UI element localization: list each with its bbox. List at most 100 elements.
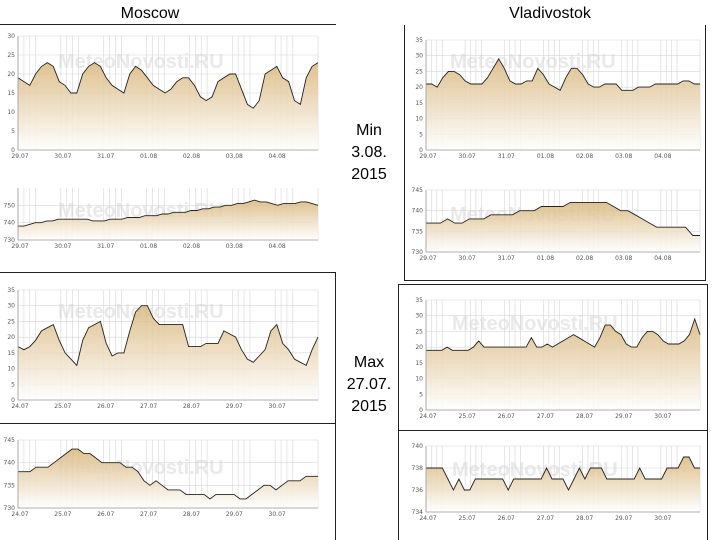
- y-tick-label: 15: [7, 90, 15, 97]
- x-tick-label: 24.07: [11, 511, 28, 518]
- watermark-text: MeteoNovosti.RU: [450, 51, 616, 73]
- y-tick-label: 20: [7, 71, 15, 78]
- x-tick-label: 02.08: [183, 243, 200, 250]
- y-tick-label: 20: [415, 84, 423, 91]
- right-frame-1-top: [404, 25, 405, 280]
- y-tick-label: 25: [7, 52, 15, 59]
- y-tick-label: 15: [415, 100, 423, 107]
- area-fill: [426, 318, 700, 410]
- right-frame-1-right: [705, 25, 706, 280]
- y-tick-label: 0: [11, 397, 15, 404]
- y-tick-label: 30: [415, 53, 423, 60]
- y-tick-label: 0: [419, 407, 423, 414]
- max-date-label: Max 27.07. 2015: [336, 352, 402, 418]
- min-label-title: Min: [356, 122, 382, 139]
- x-tick-label: 04.08: [269, 243, 286, 250]
- min-label-date: 3.08.: [351, 144, 387, 161]
- x-tick-label: 28.07: [576, 413, 593, 420]
- series-line: [426, 456, 700, 492]
- left-column-frame-right: [335, 272, 336, 540]
- right-frame-2-top: [398, 284, 708, 285]
- min-label-year: 2015: [351, 166, 387, 183]
- series-line: [17, 62, 319, 109]
- series-line: [426, 58, 700, 91]
- x-tick-label: 28.07: [576, 515, 593, 522]
- x-tick-label: 04.08: [269, 153, 286, 160]
- left-column-frame-mid: [0, 423, 336, 424]
- x-tick-label: 30.07: [459, 153, 476, 160]
- y-tick-label: 734: [412, 509, 424, 516]
- area-fill: [18, 305, 318, 400]
- y-tick-label: 10: [7, 366, 15, 373]
- x-tick-label: 03.08: [615, 255, 632, 262]
- y-tick-label: 730: [412, 249, 424, 256]
- area-fill: [18, 62, 318, 150]
- y-tick-label: 10: [7, 109, 15, 116]
- y-tick-label: 35: [7, 287, 15, 294]
- y-tick-label: 740: [412, 208, 424, 215]
- x-tick-label: 29.07: [11, 153, 28, 160]
- y-tick-label: 20: [415, 344, 423, 351]
- x-tick-label: 31.07: [97, 243, 114, 250]
- y-tick-label: 740: [4, 460, 16, 467]
- x-tick-label: 26.07: [97, 403, 114, 410]
- chart-moscow-max-temperature: MeteoNovosti.RU0510152025303524.0725.072…: [7, 287, 319, 410]
- x-tick-label: 26.07: [498, 413, 515, 420]
- y-tick-label: 730: [4, 237, 16, 244]
- x-tick-label: 30.07: [54, 243, 71, 250]
- x-tick-label: 25.07: [54, 403, 71, 410]
- y-tick-label: 735: [4, 482, 16, 489]
- x-tick-label: 30.07: [269, 511, 286, 518]
- y-tick-label: 5: [419, 131, 423, 138]
- x-tick-label: 26.07: [97, 511, 114, 518]
- y-tick-label: 750: [4, 202, 16, 209]
- max-label-year: 2015: [351, 398, 387, 415]
- y-tick-label: 10: [415, 376, 423, 383]
- x-tick-label: 30.07: [654, 413, 671, 420]
- series-line: [426, 201, 700, 236]
- chart-vladivostok-max-temperature: MeteoNovosti.RU 0 5 10 15 20 25 30 35 24.07 25.07 2…: [415, 297, 701, 420]
- x-tick-label: 29.07: [11, 243, 28, 250]
- right-frame-1-bottom: [404, 280, 706, 281]
- x-tick-label: 04.08: [654, 255, 671, 262]
- y-tick-label: 5: [419, 391, 423, 398]
- x-tick-label: 03.08: [615, 153, 632, 160]
- moscow-header: Moscow: [120, 5, 180, 22]
- x-tick-label: 31.07: [498, 255, 515, 262]
- left-column-frame-divider: [0, 272, 336, 273]
- x-tick-label: 29.07: [419, 153, 436, 160]
- x-tick-label: 26.07: [498, 515, 515, 522]
- x-tick-label: 02.08: [183, 153, 200, 160]
- x-tick-label: 27.07: [537, 515, 554, 522]
- area-fill: [18, 200, 318, 240]
- x-tick-label: 01.08: [140, 243, 157, 250]
- y-tick-label: 735: [412, 228, 424, 235]
- y-tick-label: 745: [4, 437, 16, 444]
- y-tick-label: 25: [415, 68, 423, 75]
- x-tick-label: 29.07: [226, 511, 243, 518]
- x-tick-label: 25.07: [459, 515, 476, 522]
- y-tick-label: 5: [11, 381, 15, 388]
- area-fill: [426, 202, 700, 252]
- y-tick-label: 0: [11, 147, 15, 154]
- x-tick-label: 03.08: [226, 153, 243, 160]
- x-tick-label: 24.07: [419, 413, 436, 420]
- area-fill: [18, 449, 318, 508]
- y-tick-label: 25: [415, 328, 423, 335]
- min-date-label: Min 3.08. 2015: [336, 120, 402, 186]
- x-tick-label: 01.08: [537, 153, 554, 160]
- y-tick-label: 0: [419, 147, 423, 154]
- x-tick-label: 30.07: [654, 515, 671, 522]
- y-tick-label: 745: [412, 187, 424, 194]
- right-frame-2-right: [707, 284, 708, 540]
- x-tick-label: 30.07: [459, 255, 476, 262]
- max-label-date: 27.07.: [346, 376, 392, 393]
- x-tick-label: 24.07: [11, 403, 28, 410]
- left-column-frame-top: [0, 24, 336, 25]
- x-tick-label: 01.08: [140, 153, 157, 160]
- y-tick-label: 736: [412, 487, 424, 494]
- y-tick-label: 30: [7, 303, 15, 310]
